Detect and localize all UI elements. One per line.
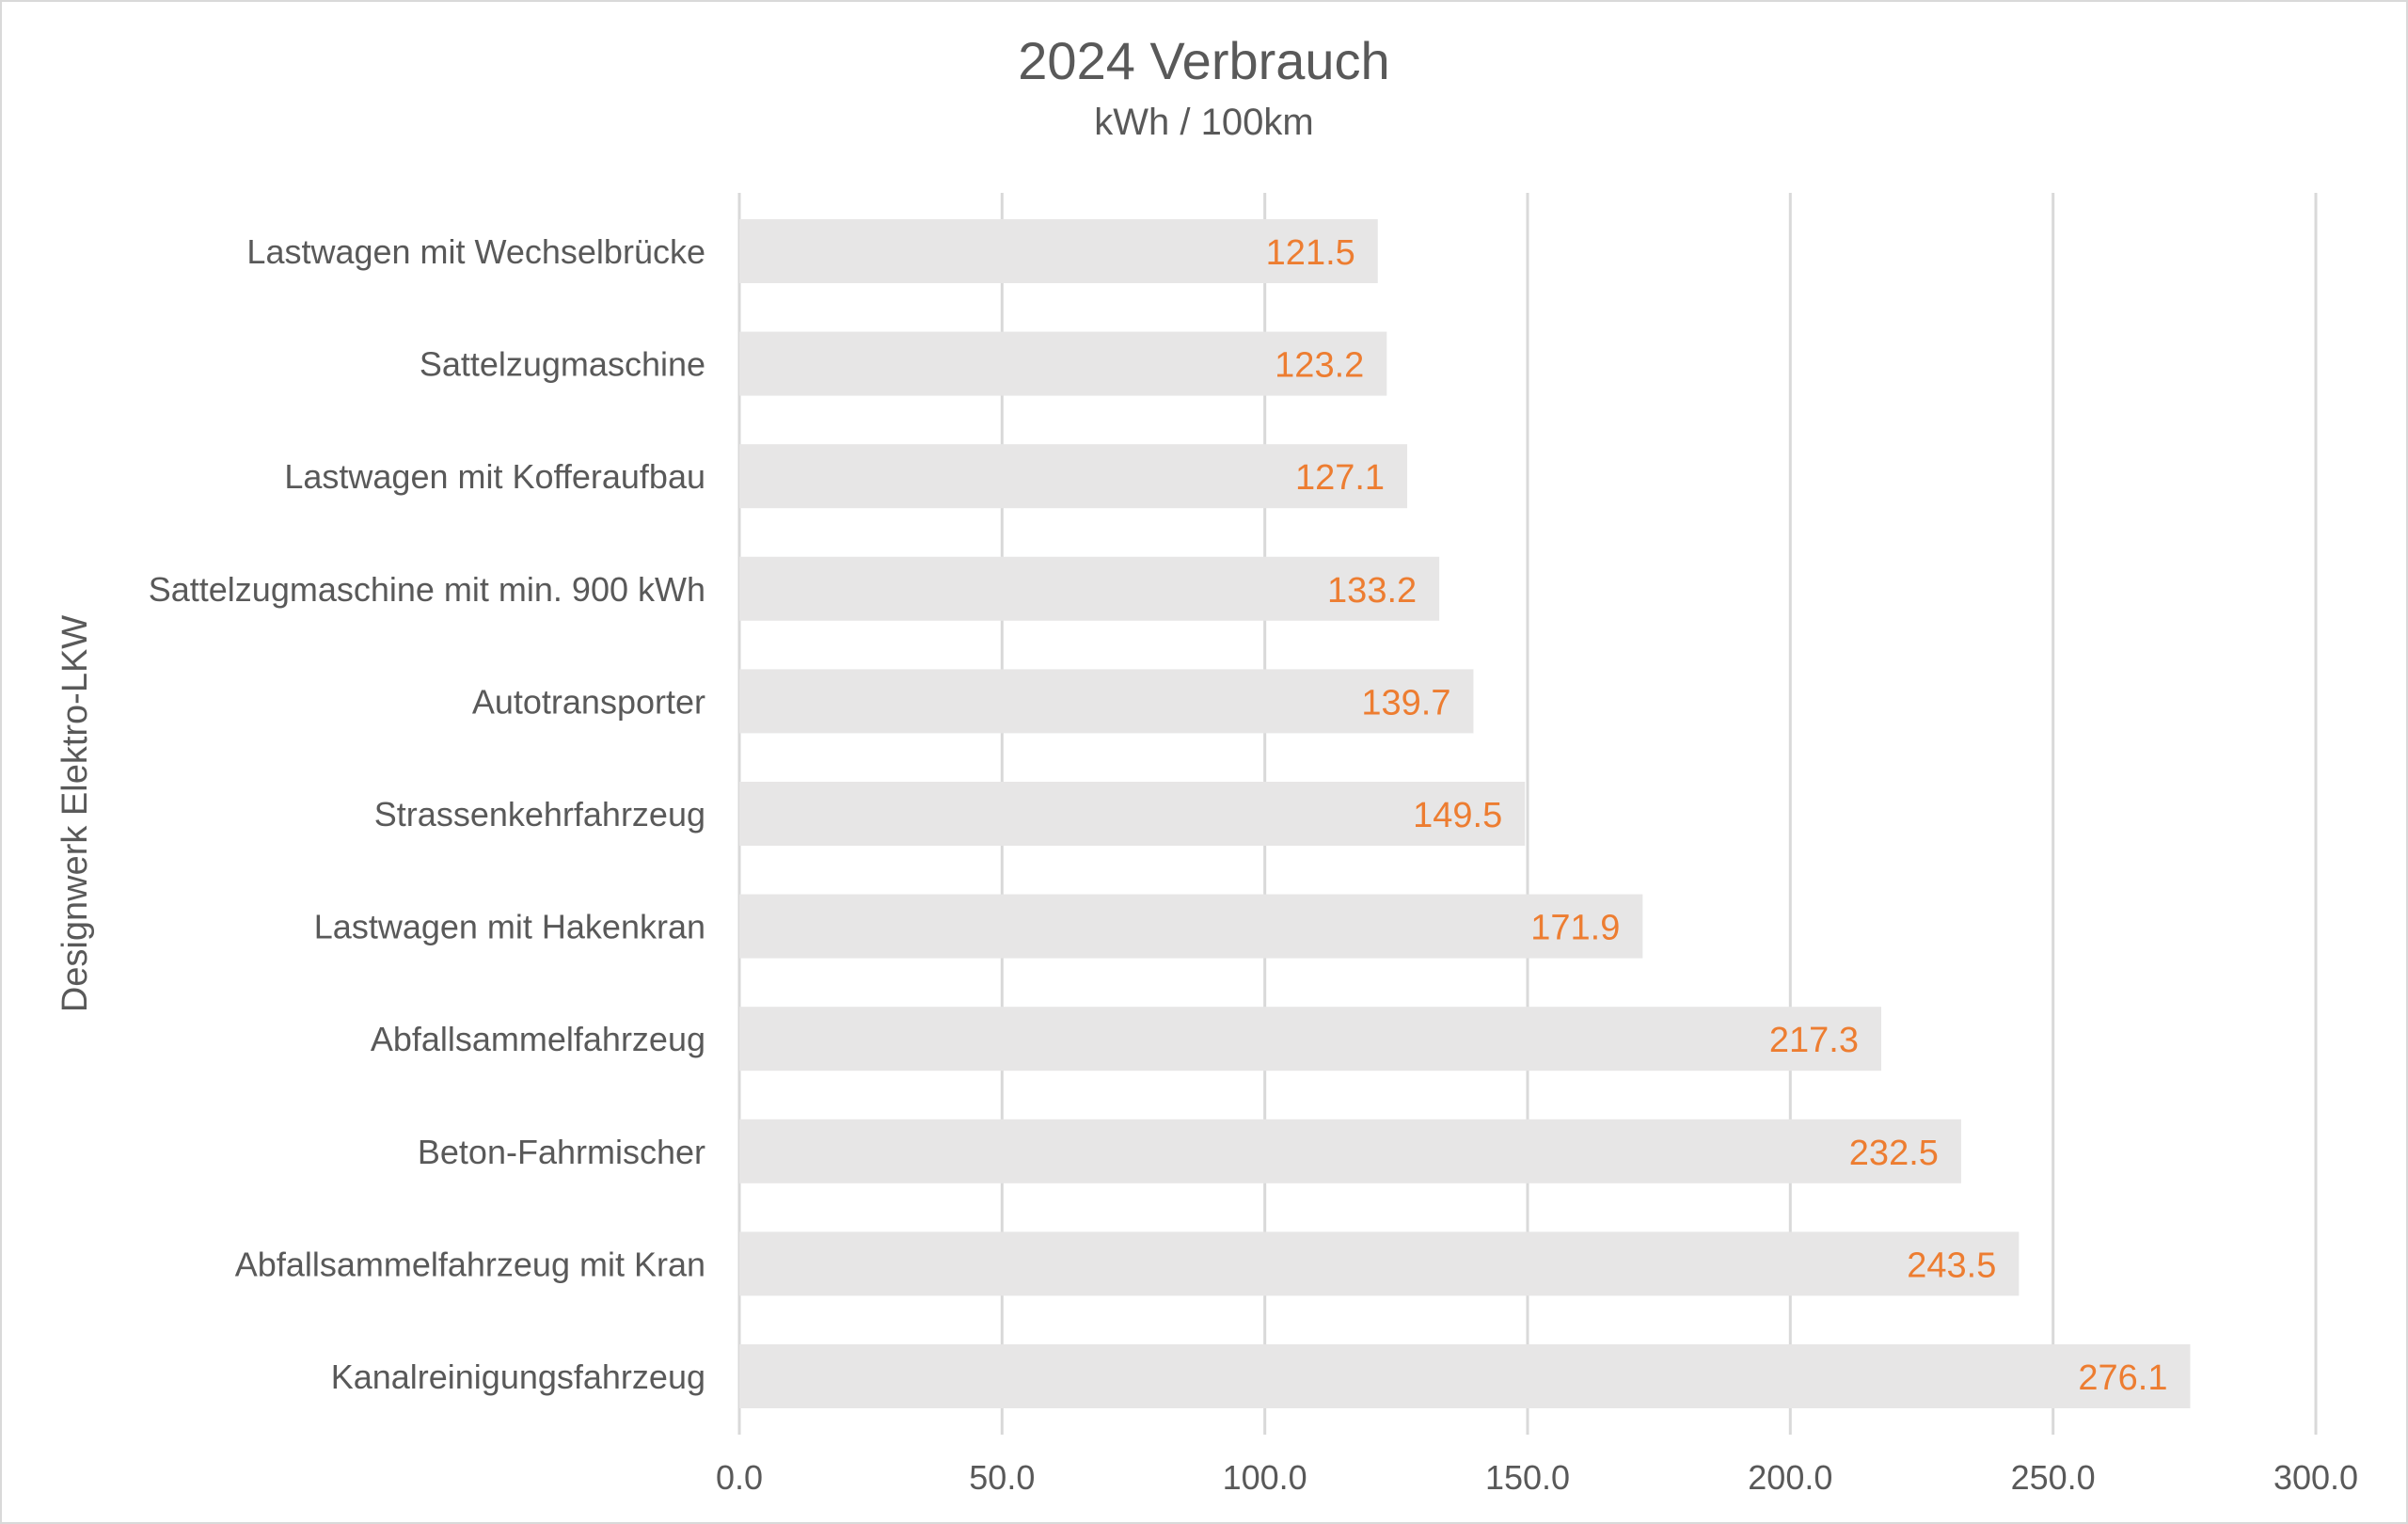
- chart-subtitle: kWh / 100km: [1094, 102, 1313, 143]
- x-tick-label: 200.0: [1748, 1458, 1832, 1497]
- bar: [739, 444, 1408, 509]
- x-tick-label: 300.0: [2273, 1458, 2358, 1497]
- bar: [739, 219, 1378, 283]
- bar: [739, 1231, 2020, 1296]
- bar: [739, 782, 1526, 846]
- data-label: 139.7: [1361, 683, 1450, 722]
- data-label: 276.1: [2078, 1358, 2167, 1398]
- bars: [739, 219, 2191, 1408]
- bar: [739, 669, 1474, 734]
- data-labels: 121.5 123.2 127.1 133.2 139.7 149.5 171.9 217.3…: [1266, 233, 2168, 1398]
- category-label: Sattelzugmaschine mit min. 900 kWh: [149, 570, 705, 609]
- x-tick-label: 0.0: [716, 1458, 763, 1497]
- category-label: Kanalreinigungsfahrzeug: [331, 1357, 705, 1396]
- y-axis-title: Designwerk Elektro-LKW: [55, 615, 95, 1012]
- category-label: Autotransporter: [472, 682, 705, 721]
- category-label: Lastwagen mit Hakenkran: [314, 908, 705, 946]
- category-label: Strassenkehrfahrzeug: [374, 795, 705, 833]
- bar: [739, 556, 1440, 621]
- category-label: Abfallsammelfahrzeug mit Kran: [235, 1245, 705, 1283]
- category-label: Lastwagen mit Kofferaufbau: [284, 457, 705, 496]
- category-label: Sattelzugmaschine: [420, 345, 705, 384]
- data-label: 133.2: [1327, 571, 1417, 611]
- data-label: 217.3: [1769, 1021, 1859, 1060]
- x-tick-labels: 0.0 50.0 100.0 150.0 200.0 250.0 300.0: [716, 1458, 2358, 1497]
- category-labels: Lastwagen mit Wechselbrücke Sattelzugmasc…: [149, 232, 705, 1396]
- bar: [739, 1119, 1961, 1183]
- data-label: 243.5: [1907, 1246, 1996, 1285]
- x-tick-label: 150.0: [1485, 1458, 1570, 1497]
- data-label: 123.2: [1275, 346, 1364, 386]
- chart-title: 2024 Verbrauch: [1018, 31, 1389, 90]
- category-label: Lastwagen mit Wechselbrücke: [246, 232, 705, 271]
- data-label: 121.5: [1266, 233, 1355, 273]
- bar: [739, 1344, 2191, 1408]
- x-tick-label: 50.0: [969, 1458, 1035, 1497]
- data-label: 171.9: [1530, 909, 1620, 948]
- data-label: 232.5: [1849, 1134, 1939, 1173]
- data-label: 127.1: [1295, 458, 1385, 498]
- bar: [739, 1007, 1881, 1072]
- bar: [739, 331, 1387, 396]
- category-label: Beton-Fahrmischer: [418, 1133, 705, 1171]
- x-tick-label: 100.0: [1223, 1458, 1307, 1497]
- category-label: Abfallsammelfahrzeug: [371, 1020, 705, 1058]
- data-label: 149.5: [1413, 796, 1502, 835]
- bar: [739, 894, 1643, 959]
- gridlines: [737, 193, 2318, 1435]
- x-tick-label: 250.0: [2011, 1458, 2096, 1497]
